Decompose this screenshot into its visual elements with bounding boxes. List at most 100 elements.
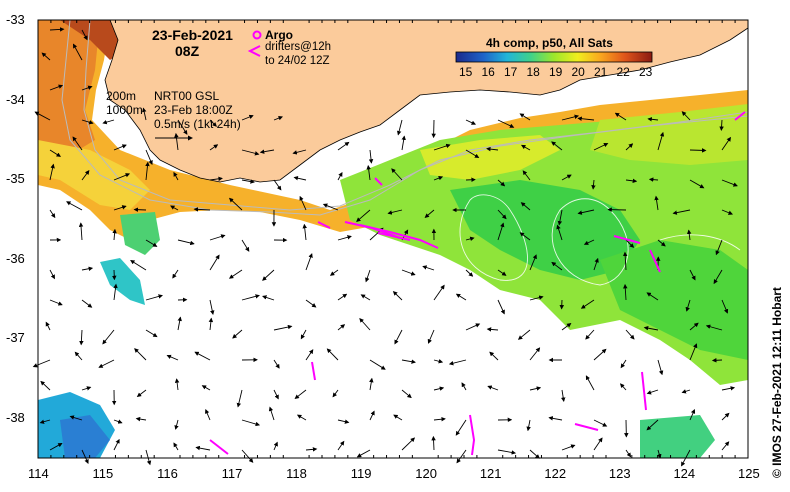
colorbar-tick-label: 19 — [549, 65, 563, 79]
current-arrow — [40, 380, 51, 391]
current-arrow — [448, 359, 467, 366]
current-arrow — [273, 389, 279, 400]
argo-legend-icon — [252, 30, 262, 40]
current-arrow — [401, 389, 412, 399]
current-arrow — [74, 351, 83, 361]
current-arrow — [322, 203, 339, 211]
current-arrow — [625, 449, 632, 458]
current-arrow — [583, 239, 595, 245]
current-arrow — [262, 269, 275, 281]
drifter-label-1: drifters@12h — [265, 41, 332, 53]
x-tick-label: 120 — [415, 466, 437, 481]
current-arrow — [396, 119, 403, 136]
current-arrow — [81, 386, 92, 391]
x-tick-label: 125 — [738, 466, 760, 481]
current-arrow — [643, 325, 659, 331]
current-arrow — [681, 389, 691, 394]
current-arrow — [689, 343, 698, 361]
y-tick-label: -36 — [6, 250, 25, 266]
current-arrow — [356, 449, 371, 458]
current-arrow — [623, 283, 628, 301]
current-arrow — [721, 209, 733, 215]
current-arrow — [497, 222, 505, 241]
current-arrow — [241, 449, 254, 463]
credit-text: © IMOS 27-Feb-2021 12:11 Hobart — [770, 287, 784, 478]
current-arrow — [721, 179, 738, 187]
current-arrow — [98, 359, 115, 368]
current-arrow — [195, 445, 211, 451]
current-arrow — [296, 414, 307, 421]
current-arrow — [431, 435, 436, 451]
current-arrow — [369, 410, 375, 421]
sst-contours — [459, 194, 741, 286]
current-arrow — [209, 176, 223, 182]
current-arrow — [66, 201, 83, 211]
current-arrow — [141, 107, 147, 121]
current-arrow — [337, 324, 346, 331]
current-arrow — [625, 143, 634, 151]
current-arrow — [646, 419, 659, 431]
current-arrow — [577, 209, 595, 215]
drifter-label-2: to 24/02 12Z — [265, 55, 330, 67]
colorbar-tick-label: 18 — [526, 65, 540, 79]
current-arrow — [465, 236, 475, 242]
current-arrow — [72, 136, 83, 151]
current-arrow — [337, 171, 343, 181]
current-arrow — [273, 179, 282, 191]
current-arrow — [294, 389, 307, 400]
current-arrow — [721, 386, 736, 391]
current-arrow — [113, 144, 127, 151]
current-arrow — [369, 377, 374, 391]
current-arrow — [689, 322, 699, 331]
current-arrow — [591, 179, 596, 190]
current-arrow — [715, 239, 723, 256]
current-arrow — [134, 348, 147, 361]
current-arrow — [41, 52, 51, 61]
current-arrow — [461, 382, 467, 391]
current-arrow — [593, 437, 603, 451]
current-arrow — [548, 416, 563, 421]
current-arrow — [392, 291, 403, 301]
current-arrow — [657, 239, 666, 247]
current-arrow — [81, 299, 93, 308]
current-arrow — [529, 449, 540, 459]
colorbar-tick-label: 17 — [504, 65, 518, 79]
current-arrow — [561, 114, 580, 121]
current-arrow — [689, 269, 696, 281]
current-arrow — [654, 195, 659, 211]
current-arrow — [337, 419, 350, 424]
current-arrow — [614, 112, 627, 121]
current-arrow — [208, 317, 214, 331]
current-arrow — [719, 119, 724, 131]
current-arrow — [365, 269, 371, 283]
current-arrow — [711, 358, 723, 363]
current-arrow — [299, 195, 307, 211]
current-arrow — [561, 444, 576, 451]
current-arrow — [455, 419, 467, 436]
current-arrow — [305, 349, 314, 361]
current-arrow — [585, 329, 595, 340]
current-arrow — [112, 228, 117, 241]
current-arrow — [145, 239, 158, 247]
current-arrow — [593, 419, 608, 427]
current-arrow — [685, 299, 691, 312]
current-arrow — [228, 269, 243, 279]
current-arrow — [273, 324, 293, 331]
gsl-label-1: NRT00 GSL — [154, 89, 220, 103]
current-arrow — [585, 375, 595, 391]
current-arrow — [241, 239, 250, 252]
current-arrow — [177, 119, 188, 135]
current-arrow — [560, 389, 566, 402]
current-arrow — [209, 299, 215, 315]
current-arrow — [657, 449, 662, 459]
current-arrow — [173, 171, 179, 181]
current-arrow — [657, 359, 664, 376]
current-arrow — [486, 146, 499, 152]
current-arrow — [387, 209, 403, 215]
plot-frame — [37, 19, 749, 459]
current-arrow — [401, 269, 416, 276]
current-arrow — [433, 176, 444, 181]
x-tick-label: 117 — [221, 466, 243, 481]
colorbar-tick-label: 16 — [481, 65, 495, 79]
current-arrow — [49, 27, 65, 32]
